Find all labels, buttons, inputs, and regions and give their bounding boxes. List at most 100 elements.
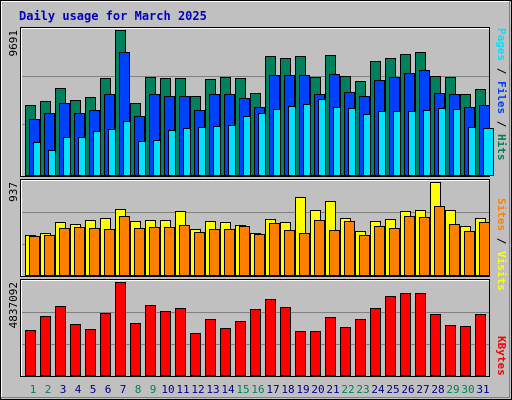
x-tick-label-day-15: 15 [236, 383, 249, 396]
bar-kbytes-day-21 [325, 317, 336, 376]
x-tick-label-day-7: 7 [120, 383, 127, 396]
bar-kbytes-day-13 [205, 319, 216, 376]
x-tick-label-day-16: 16 [251, 383, 264, 396]
y-max-label: 4837092 [7, 282, 20, 328]
bar-kbytes-day-22 [340, 327, 351, 376]
x-tick-label-day-1: 1 [30, 383, 37, 396]
x-tick-label-day-6: 6 [105, 383, 112, 396]
legend-sep: / [495, 231, 508, 251]
bar-sites-day-10 [164, 227, 175, 276]
bar-sites-day-12 [194, 232, 205, 276]
panel-frame [20, 279, 490, 377]
x-tick-label-day-3: 3 [60, 383, 67, 396]
x-tick-label-day-26: 26 [401, 383, 414, 396]
bar-kbytes-day-15 [235, 321, 246, 376]
legend-sites: Sites [495, 198, 508, 231]
x-tick-label-day-13: 13 [206, 383, 219, 396]
x-tick-label-day-27: 27 [416, 383, 429, 396]
bar-sites-day-23 [359, 235, 370, 276]
bar-sites-day-8 [134, 228, 145, 276]
bar-kbytes-day-30 [460, 326, 471, 376]
bar-kbytes-day-1 [25, 330, 36, 376]
x-tick-label-day-14: 14 [221, 383, 235, 396]
x-tick-label-day-19: 19 [296, 383, 309, 396]
x-tick-label-day-30: 30 [461, 383, 474, 396]
bar-sites-day-31 [479, 222, 490, 276]
bar-sites-day-30 [464, 231, 475, 276]
legend-files: Files [495, 81, 508, 114]
bar-kbytes-day-24 [370, 308, 381, 376]
x-tick-label-day-24: 24 [371, 383, 385, 396]
bar-sites-day-20 [314, 220, 325, 276]
legend-visits: Visits [495, 251, 508, 291]
bar-kbytes-day-31 [475, 314, 486, 376]
x-tick-label-day-21: 21 [326, 383, 339, 396]
bars-group [25, 30, 494, 176]
panel-visits-sites: 937 Sites / Visits [7, 179, 508, 291]
bar-kbytes-day-26 [400, 293, 411, 376]
bar-sites-day-9 [149, 227, 160, 276]
bar-sites-day-19 [299, 233, 310, 276]
panel-hits-files-pages: 9691 Pages / Files / Hits [7, 27, 508, 177]
bar-kbytes-day-10 [160, 311, 171, 376]
bar-kbytes-day-8 [130, 323, 141, 376]
bars-group [25, 282, 486, 376]
right-legend: KBytes [495, 336, 508, 376]
bar-sites-day-21 [329, 230, 340, 276]
x-tick-label-day-20: 20 [311, 383, 324, 396]
bar-sites-day-1 [29, 236, 40, 276]
bar-sites-day-4 [74, 227, 85, 276]
legend-hits: Hits [495, 134, 508, 161]
bar-kbytes-day-28 [430, 314, 441, 376]
bar-kbytes-day-12 [190, 333, 201, 376]
bar-sites-day-6 [104, 229, 115, 276]
chart-title: Daily usage for March 2025 [19, 9, 207, 23]
bar-sites-day-29 [449, 224, 460, 276]
x-tick-label-day-2: 2 [45, 383, 52, 396]
x-tick-label-day-29: 29 [446, 383, 459, 396]
bar-kbytes-day-4 [70, 324, 81, 376]
bar-kbytes-day-29 [445, 325, 456, 376]
x-tick-label-day-18: 18 [281, 383, 294, 396]
bar-sites-day-26 [404, 216, 415, 276]
bar-pages-day-31 [483, 128, 494, 176]
bar-kbytes-day-6 [100, 313, 111, 376]
bar-sites-day-22 [344, 221, 355, 276]
bar-kbytes-day-5 [85, 329, 96, 376]
bar-sites-day-7 [119, 216, 130, 276]
x-tick-label-day-8: 8 [135, 383, 142, 396]
bar-sites-day-11 [179, 225, 190, 276]
panel-kbytes: 4837092 KBytes [7, 279, 508, 377]
legend-sep: / [495, 61, 508, 81]
bar-sites-day-24 [374, 226, 385, 276]
x-tick-label-day-23: 23 [356, 383, 369, 396]
bar-kbytes-day-20 [310, 331, 321, 376]
right-legend: Sites / Visits [495, 198, 508, 291]
bar-kbytes-day-23 [355, 319, 366, 376]
y-max-label: 937 [7, 182, 20, 202]
bar-sites-day-3 [59, 228, 70, 276]
bar-sites-day-15 [239, 226, 250, 276]
bar-kbytes-day-9 [145, 305, 156, 376]
x-tick-label-day-31: 31 [476, 383, 489, 396]
bar-kbytes-day-17 [265, 299, 276, 376]
bar-sites-day-16 [254, 234, 265, 276]
x-tick-label-day-17: 17 [266, 383, 279, 396]
bar-sites-day-17 [269, 223, 280, 276]
right-legend: Pages / Files / Hits [495, 28, 508, 161]
bars-group [25, 182, 490, 276]
panel-frame [20, 27, 490, 177]
x-tick-label-day-25: 25 [386, 383, 399, 396]
bar-kbytes-day-27 [415, 293, 426, 376]
bar-sites-day-27 [419, 217, 430, 276]
bar-kbytes-day-16 [250, 309, 261, 376]
bar-kbytes-day-25 [385, 296, 396, 376]
x-axis-labels: 1 2 3 4 5 6 7 8 9 10 11 12 13 14 15 16 17 18 19 20 21 22 23 24 2… [30, 383, 490, 396]
y-max-label: 9691 [7, 30, 20, 57]
bar-kbytes-day-2 [40, 316, 51, 376]
x-tick-label-day-9: 9 [150, 383, 157, 396]
bar-sites-day-13 [209, 229, 220, 276]
bar-kbytes-day-19 [295, 331, 306, 376]
x-tick-label-day-22: 22 [341, 383, 354, 396]
bar-kbytes-day-7 [115, 282, 126, 376]
